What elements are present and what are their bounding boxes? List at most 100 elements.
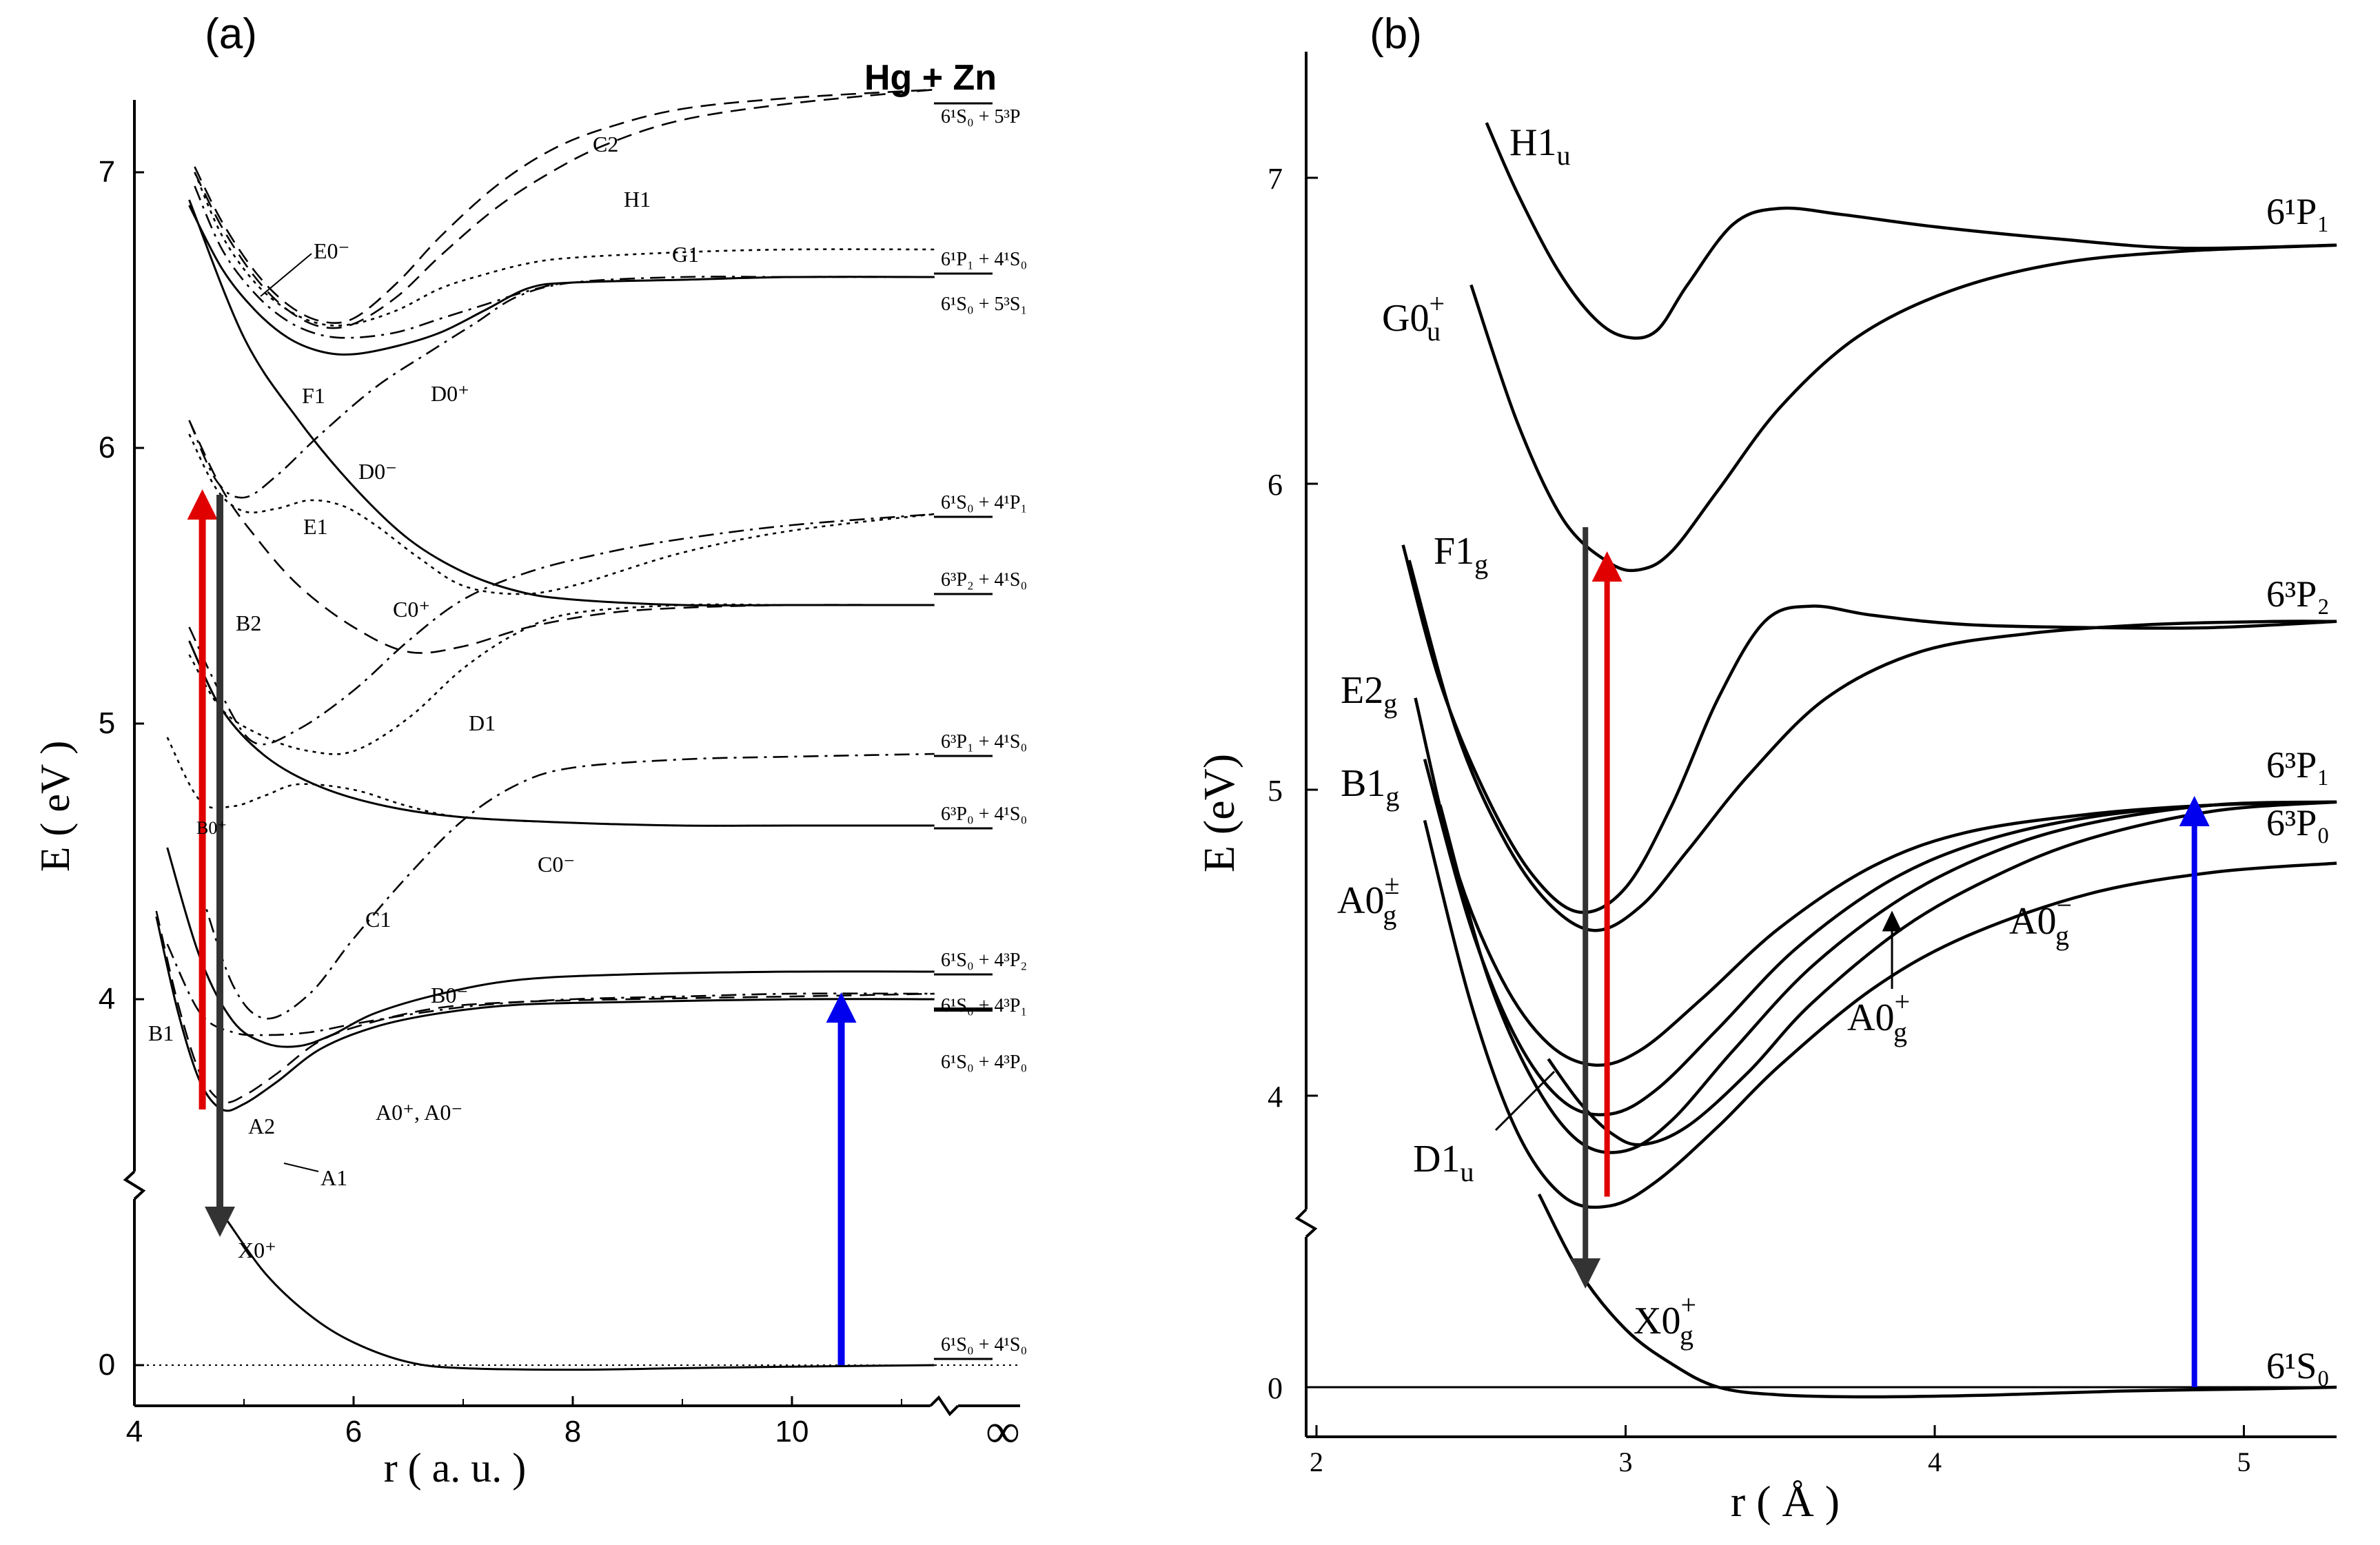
panel-a-x-tick-label: 10 <box>775 1415 809 1449</box>
panel-b-x-label: r ( Å ) <box>1731 1477 1840 1526</box>
panel-a-asymptote-label-6: 6³P₁ + 4¹S₀ <box>941 731 1027 753</box>
label-H1u: H1u <box>1509 121 1570 171</box>
label-G1: G1 <box>672 242 699 267</box>
panel-a-y-tick-label: 5 <box>99 706 115 740</box>
label-A1: A1 <box>321 1165 347 1190</box>
label-F1g: F1g <box>1434 530 1488 580</box>
panel-a-curve-e0-minus <box>194 185 935 339</box>
panel-a-curve-x0-plus <box>226 1220 935 1371</box>
panel-b-y-tick-label: 6 <box>1268 468 1283 502</box>
panel-a-x-label: r ( a. u. ) <box>384 1445 527 1491</box>
panel-a-asymptote-label-3: 6¹S₀ + 5³S₁ <box>941 294 1027 315</box>
panel-b-curve-a0g <box>1438 800 2337 1154</box>
panel-a-y-label: E ( eV ) <box>32 741 78 872</box>
panel-a-x-tick-label: 4 <box>126 1415 143 1449</box>
panel-b-curve-b1g <box>1414 697 2337 1067</box>
panel-b-arrow-red-head <box>1591 551 1623 582</box>
panel-a-x-axis-break <box>929 1395 959 1417</box>
label-A0g-plus: A0+ g <box>1847 986 1910 1047</box>
panel-a-curve-a1 <box>155 916 935 1112</box>
label-E0-minus: E0⁻ <box>314 238 349 263</box>
panel-b-x-tick-label: 5 <box>2237 1446 2251 1477</box>
label-B1: B1 <box>148 1021 174 1045</box>
label-A2: A2 <box>248 1114 275 1138</box>
panel-b-curves <box>1401 122 2337 1399</box>
panel-b-y-tick-label: 5 <box>1268 774 1283 808</box>
panel-a-curve-c0-plus <box>188 513 935 746</box>
panel-b-ticks: 0 4 5 6 7 2 3 4 5 <box>1268 162 2251 1477</box>
panel-a-curve-a2 <box>155 910 935 1104</box>
panel-a-asymptote-label-10: 6¹S₀ + 4³P₀ <box>941 1052 1027 1073</box>
panel-a-label-leaders <box>260 253 319 1172</box>
label-F1: F1 <box>302 383 325 408</box>
label-D1: D1 <box>469 710 496 735</box>
panel-a-asymptote-label-2: 6¹P₁ + 4¹S₀ <box>941 249 1027 270</box>
label-E1: E1 <box>303 514 328 539</box>
label-E2g: E2g <box>1341 669 1397 719</box>
panel-label-a: (a) <box>205 10 257 58</box>
panel-label-b: (b) <box>1370 10 1422 58</box>
panel-b-curve-a0g-plus-minus <box>1423 759 2337 1116</box>
label-A0g-plus-minus: A0± g <box>1337 869 1399 930</box>
panel-a-curve-b1 <box>166 943 935 1036</box>
panel-a-curve-d0-minus <box>188 199 935 607</box>
panel-a-y-axis-break <box>123 1170 146 1200</box>
panel-a-curve-c1 <box>199 753 935 1020</box>
panel-b-curve-f1g <box>1401 544 2337 914</box>
label-B2: B2 <box>236 611 261 635</box>
panel-a-curve-b0-minus <box>166 847 935 1048</box>
panel-b-curve-x0g <box>1537 1193 2337 1399</box>
panel-b-x-tick-label: 4 <box>1928 1446 1942 1477</box>
panel-a-curve-h1 <box>194 88 935 329</box>
label-A0g-minus: A0− g <box>2009 890 2072 951</box>
label-C2: C2 <box>593 132 618 156</box>
panel-b-arrow-dark-head <box>1570 1258 1601 1289</box>
panel-a-asymptote-label-5: 6³P₂ + 4¹S₀ <box>941 569 1027 591</box>
panel-a-asymptote-label-9: 6¹S₀ + 4³P₁ <box>941 995 1027 1016</box>
label-X0-plus: X0⁺ <box>238 1238 276 1262</box>
panel-b-y-tick-label: 7 <box>1268 162 1283 196</box>
label-B0-plus: B0⁺ <box>196 818 227 838</box>
panel-b-y-axis-break <box>1294 1208 1318 1238</box>
panel-b-y-tick-label: 0 <box>1268 1371 1283 1405</box>
panel-a-curve-b0-plus <box>166 737 935 827</box>
panel-a-asymptotes: 6¹S₀ + 5³P 6¹P₁ + 4¹S₀ 6¹S₀ + 5³S₁ 6¹S₀ + 4… <box>934 102 1027 1360</box>
label-C0-minus: C0⁻ <box>538 852 575 877</box>
panel-a-asymptote-label-7: 6³P₀ + 4¹S₀ <box>941 804 1027 825</box>
panel-a-y-tick-label: 4 <box>99 982 115 1016</box>
panel-b-arrows <box>1570 527 2210 1387</box>
panel-a-asymptote-label-11: 6¹S₀ + 4¹S₀ <box>941 1334 1027 1355</box>
panel-b-label-leaders <box>1494 910 1902 1132</box>
panel-b-y-tick-label: 4 <box>1268 1080 1283 1114</box>
label-G0u-plus: G0+ u <box>1382 288 1445 347</box>
panel-a-curve-f1 <box>188 205 935 356</box>
panel-b-asymptote-label-2: 6³P₂ <box>2266 573 2330 615</box>
panel-b-curve-h1u <box>1485 122 2337 340</box>
panel-b-asymptote-label-3: 6³P₁ <box>2266 744 2330 786</box>
panel-a-y-tick-label: 0 <box>99 1348 115 1382</box>
panel-a-curve-d0-plus <box>188 276 935 499</box>
panel-a-arrow-red-head <box>187 489 218 520</box>
panel-a-curve-labels: E0⁻ F1 D0⁺ D0⁻ C2 H1 G1 E1 B2 C0⁺ D1 B0⁺… <box>148 132 699 1262</box>
label-X0g-plus: X0+ g <box>1634 1289 1696 1351</box>
panel-b-curve-e2g <box>1407 560 2337 932</box>
panel-a-curve-c2 <box>194 88 935 325</box>
panel-a-y-tick-label: 7 <box>99 155 115 189</box>
label-C0-plus: C0⁺ <box>393 597 430 622</box>
panel-b-curve-a0g <box>1423 819 2337 1209</box>
panel-a-curve-d1 <box>188 603 935 755</box>
panel-b-arrow-blue-head <box>2179 796 2210 826</box>
panel-a-curves <box>155 88 935 1371</box>
panel-a-asymptote-label-8: 6¹S₀ + 4³P₂ <box>941 950 1027 971</box>
label-D1u: D1u <box>1413 1138 1474 1187</box>
label-C1: C1 <box>365 907 391 932</box>
panel-a-curve-g1 <box>194 172 935 327</box>
panel-a-arrow-blue-head <box>826 992 857 1023</box>
panel-a-header: Hg + Zn <box>864 58 997 98</box>
panel-b-asymptote-label-5: 6¹S₀ <box>2266 1345 2330 1387</box>
panel-b-x-tick-label: 2 <box>1310 1446 1323 1477</box>
panel-a-x-tick-label: 6 <box>345 1415 362 1449</box>
panel-a-x-tick-label: 8 <box>565 1415 581 1449</box>
